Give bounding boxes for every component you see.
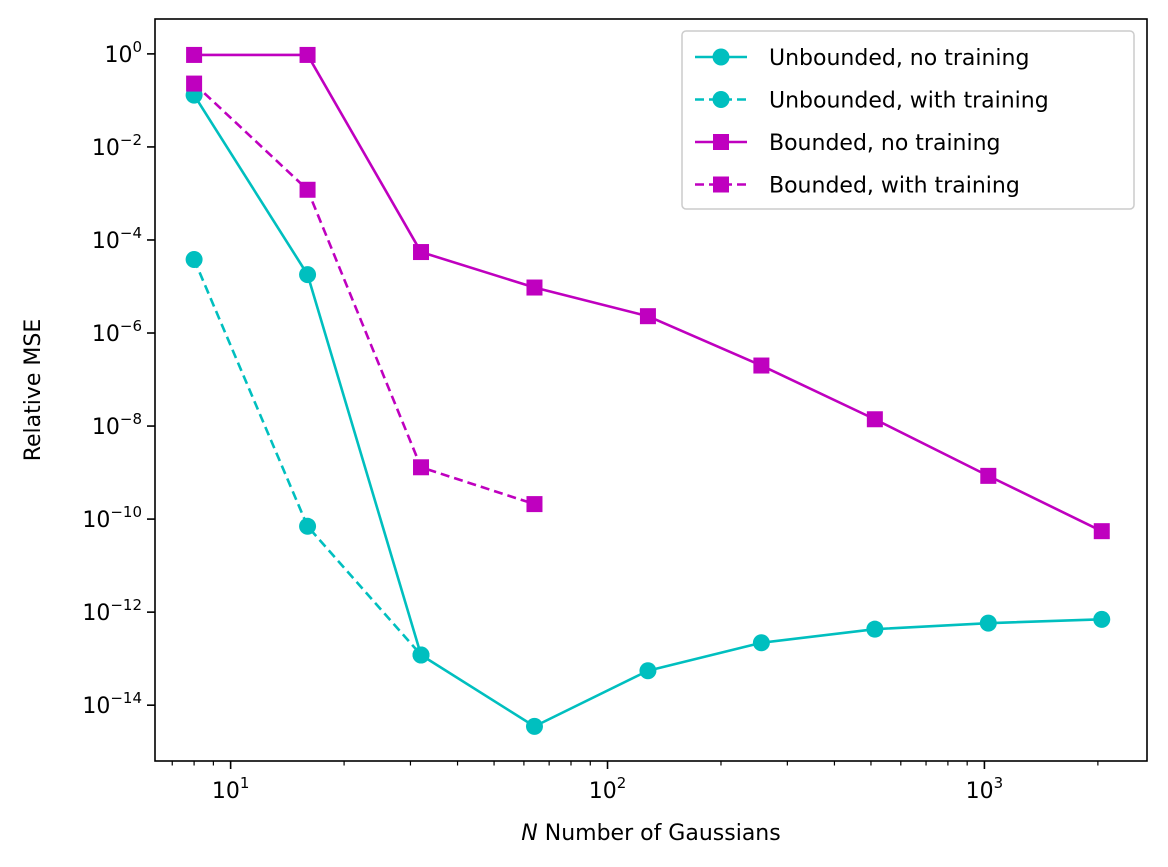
x-axis-ticks: 101 102 103: [171, 761, 1099, 804]
legend-entry: Unbounded, no training: [695, 46, 1029, 71]
series-2: [185, 251, 430, 664]
legend-label: Bounded, no training: [769, 131, 1001, 156]
legend-marker: [713, 176, 729, 193]
series-4: [186, 75, 543, 513]
legend-entry: Bounded, with training: [695, 174, 1020, 199]
legend-entry: Bounded, no training: [695, 131, 1001, 156]
data-point: [299, 266, 317, 284]
x-tick-label: 102: [589, 774, 627, 804]
data-point: [980, 467, 997, 484]
data-point: [526, 279, 543, 296]
series-line: [193, 82, 535, 506]
data-point: [753, 357, 770, 374]
data-point: [299, 517, 317, 535]
y-tick-label: 10−6: [92, 317, 142, 347]
legend-entries: Unbounded, no training Unbounded, with tr…: [695, 46, 1049, 199]
legend-label: Unbounded, no training: [769, 46, 1029, 71]
data-point: [639, 662, 657, 680]
data-point: [1093, 523, 1110, 540]
y-tick-label: 10−2: [92, 131, 142, 161]
data-point: [752, 634, 770, 652]
legend: Unbounded, no training Unbounded, with tr…: [681, 30, 1135, 210]
y-axis-label: Relative MSE: [21, 319, 46, 462]
data-point: [299, 46, 316, 63]
y-tick-label: 10−14: [82, 689, 142, 719]
data-point: [186, 75, 203, 92]
x-axis-label-text: Number of Gaussians: [538, 821, 781, 846]
data-point: [412, 646, 430, 664]
data-point: [639, 308, 656, 325]
data-point: [186, 46, 203, 63]
x-tick-label: 101: [212, 774, 250, 804]
y-tick-label: 10−4: [92, 224, 142, 254]
data-point: [979, 614, 997, 632]
data-point: [866, 620, 884, 638]
data-point: [299, 181, 316, 198]
legend-label: Unbounded, with training: [769, 89, 1049, 114]
y-tick-label: 100: [104, 38, 142, 68]
series-layer: [185, 46, 1111, 735]
data-point: [525, 717, 543, 735]
data-point: [866, 411, 883, 428]
plot-frame: [154, 18, 1148, 762]
y-tick-label: 10−10: [82, 503, 142, 533]
legend-box: [681, 30, 1135, 210]
data-point: [413, 459, 430, 476]
x-axis-label-variable: N: [521, 821, 537, 846]
x-axis-label: N Number of Gaussians: [521, 821, 780, 846]
data-point: [1093, 610, 1111, 628]
data-point: [526, 496, 543, 513]
legend-marker: [712, 91, 730, 108]
legend-label: Bounded, with training: [769, 174, 1020, 199]
y-axis-ticks: 100 10−2 10−4 10−6 10−8 10−10 10−12 10−14: [82, 38, 155, 719]
x-tick-label: 103: [966, 774, 1004, 804]
data-point: [185, 251, 203, 269]
y-tick-label: 10−12: [82, 596, 142, 626]
series-3: [186, 46, 1110, 540]
legend-marker: [713, 134, 729, 150]
legend-marker: [712, 48, 730, 66]
data-point: [413, 244, 430, 261]
y-tick-label: 10−8: [92, 410, 142, 440]
legend-entry: Unbounded, with training: [695, 89, 1049, 114]
